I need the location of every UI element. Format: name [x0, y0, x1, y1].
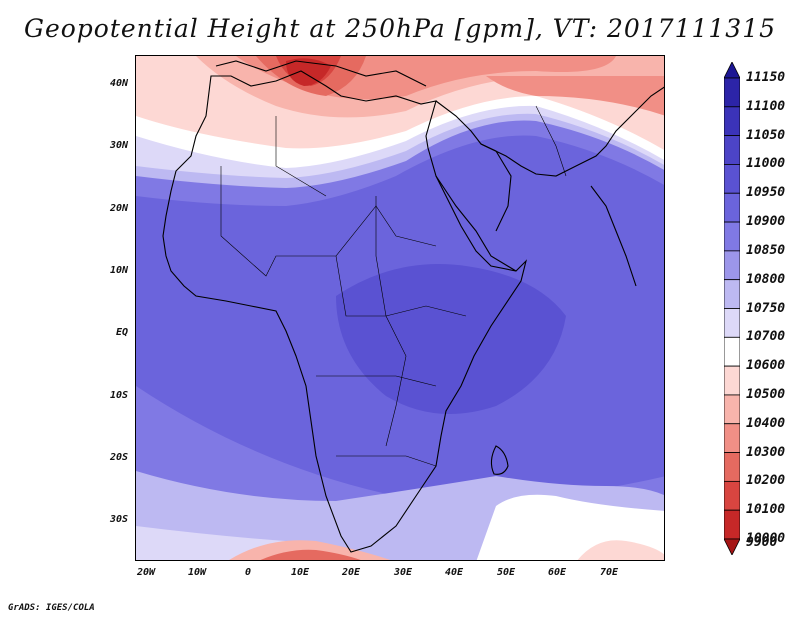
colorbar-swatch — [724, 77, 740, 108]
colorbar-label: 10000 — [746, 531, 786, 546]
lat-label: EQ — [115, 327, 128, 338]
colorbar-label: 11100 — [746, 98, 786, 114]
madagascar — [490, 445, 509, 475]
lon-label: 50E — [496, 567, 516, 578]
border-north — [275, 116, 327, 197]
red-sea-coast — [435, 175, 517, 272]
map-plot-area — [135, 55, 665, 561]
lat-label: 10S — [109, 390, 128, 401]
lon-label: 70E — [599, 567, 619, 578]
india-coast — [590, 185, 637, 287]
border-south — [336, 455, 437, 467]
colorbar-swatch — [724, 221, 740, 252]
band-10000-north — [286, 58, 331, 86]
colorbar-label: 10750 — [746, 300, 786, 316]
lon-label: 20W — [136, 567, 156, 578]
colorbar-label: 9900 — [746, 535, 778, 550]
colorbar — [724, 62, 740, 555]
band-10950-core — [336, 264, 566, 414]
lon-label: 10E — [290, 567, 310, 578]
lat-label: 20N — [109, 203, 128, 214]
lat-label: 10N — [109, 265, 128, 276]
lon-label: 0 — [244, 567, 252, 578]
lon-label: 10W — [187, 567, 207, 578]
colorbar-label: 10100 — [746, 502, 786, 518]
colorbar-swatch — [724, 308, 740, 338]
lat-label: 30N — [109, 140, 128, 151]
lon-label: 20E — [341, 567, 361, 578]
colorbar-label: 10900 — [746, 214, 786, 230]
colorbar-label: 10600 — [746, 358, 786, 374]
lon-label: 40E — [444, 567, 464, 578]
colorbar-swatch — [724, 62, 740, 79]
colorbar-label: 10200 — [746, 473, 786, 489]
colorbar-swatch — [724, 538, 740, 555]
colorbar-label: 10700 — [746, 329, 786, 345]
colorbar-swatch — [724, 423, 740, 453]
lat-label: 40N — [109, 78, 128, 89]
band-10200-south — [260, 549, 361, 560]
colorbar-label: 10800 — [746, 271, 786, 287]
border-middle-east — [535, 105, 567, 177]
europe-coast — [215, 60, 427, 87]
colorbar-swatch — [724, 192, 740, 223]
lat-label: 30S — [109, 514, 128, 525]
colorbar-swatch — [724, 279, 740, 309]
colorbar-swatch — [724, 164, 740, 194]
colorbar-label: 10850 — [746, 242, 786, 258]
arabia-coast — [480, 143, 512, 232]
colorbar-swatch — [724, 336, 740, 367]
colorbar-label: 10500 — [746, 386, 786, 402]
colorbar-label: 11050 — [746, 127, 786, 143]
colorbar-swatch — [724, 106, 740, 137]
middle-east-coast — [435, 86, 664, 177]
lon-label: 30E — [393, 567, 413, 578]
colorbar-label: 11150 — [746, 70, 786, 85]
geopotential-field — [136, 56, 664, 560]
colorbar-label: 10300 — [746, 444, 786, 460]
colorbar-swatch — [724, 394, 740, 425]
map-title: Geopotential Height at 250hPa [gpm], VT:… — [23, 14, 777, 43]
border-central — [375, 196, 407, 447]
lat-label: 20S — [109, 452, 128, 463]
border-sahara — [220, 166, 437, 277]
colorbar-swatch — [724, 509, 740, 540]
colorbar-swatch — [724, 365, 740, 396]
colorbar-label: 11000 — [746, 156, 786, 172]
colorbar-label: 10950 — [746, 185, 786, 201]
country-borders — [220, 105, 567, 467]
band-10500-se — [577, 540, 664, 560]
band-10300-ne — [486, 76, 664, 116]
colorbar-swatch — [724, 250, 740, 281]
lon-label: 60E — [547, 567, 567, 578]
colorbar-swatch — [724, 452, 740, 482]
colorbar-swatch — [724, 480, 740, 511]
colorbar-label: 10400 — [746, 415, 786, 431]
colorbar-swatch — [724, 135, 740, 165]
border-south-central — [316, 375, 437, 387]
credit-label: GrADS: IGES/COLA — [8, 603, 95, 613]
